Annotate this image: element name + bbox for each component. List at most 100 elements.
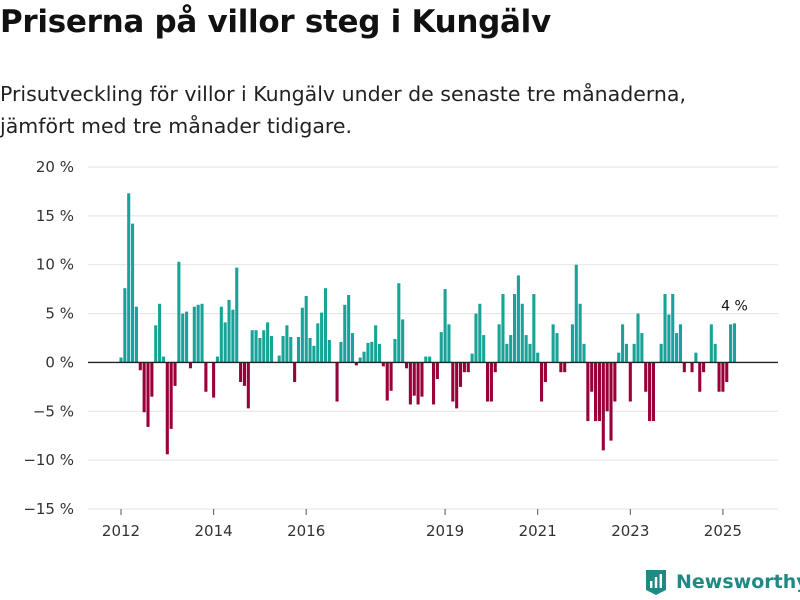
bar (570, 324, 574, 363)
bar (624, 343, 628, 363)
bar (242, 362, 247, 386)
bar (262, 330, 266, 363)
bar (435, 362, 439, 380)
bar (659, 343, 663, 363)
bar (408, 362, 412, 405)
bar (505, 343, 509, 363)
bar (269, 336, 274, 363)
bar (165, 362, 169, 455)
bar (343, 304, 347, 363)
bar (582, 343, 586, 363)
bar (239, 362, 243, 382)
bar (532, 294, 536, 363)
y-tick-label: −15 % (23, 500, 74, 518)
bar (509, 335, 513, 363)
bar (628, 362, 632, 402)
bar (277, 355, 281, 363)
bar (443, 289, 447, 363)
bar (169, 362, 173, 429)
bar (682, 362, 686, 373)
bar (215, 356, 219, 363)
bar (458, 362, 463, 387)
bar (347, 295, 351, 363)
bar (350, 333, 355, 363)
bar (173, 362, 177, 386)
chart-subtitle: Prisutveckling för villor i Kungälv unde… (0, 82, 686, 138)
bar (721, 362, 725, 392)
x-tick-label: 2019 (426, 522, 464, 540)
bar (501, 294, 505, 363)
bar (482, 335, 486, 363)
bar (258, 338, 262, 363)
bar (374, 325, 378, 363)
bar (354, 362, 358, 366)
bar (574, 264, 578, 363)
bar (451, 362, 455, 402)
bar (123, 288, 127, 363)
x-tick-label: 2012 (102, 522, 140, 540)
chart-title: Priserna på villor steg i Kungälv (0, 4, 551, 40)
bar (335, 362, 339, 402)
bar (729, 324, 733, 363)
bar (597, 362, 601, 422)
bar (192, 306, 196, 363)
bar (393, 338, 397, 363)
x-tick-label: 2016 (287, 522, 325, 540)
bar (663, 294, 667, 363)
bar (250, 330, 254, 363)
bar (289, 337, 293, 363)
bar (520, 303, 524, 363)
bar (158, 303, 162, 363)
bar (555, 333, 559, 363)
bar (196, 304, 200, 363)
bar (690, 362, 694, 373)
bar (578, 303, 582, 363)
bar (702, 362, 706, 373)
bar (698, 362, 702, 392)
bar (366, 342, 370, 363)
bar (246, 362, 250, 409)
bar (621, 324, 625, 363)
bar (601, 362, 605, 451)
bar (586, 362, 590, 422)
y-tick-label: −5 % (33, 402, 74, 420)
bar (119, 357, 123, 363)
bar (497, 324, 501, 363)
bar (185, 311, 189, 363)
bar (590, 362, 594, 392)
x-tick-label: 2023 (611, 522, 649, 540)
bar (235, 267, 239, 363)
bar (377, 343, 382, 363)
bar (675, 333, 679, 363)
bar (428, 356, 432, 363)
y-tick-label: 15 % (36, 207, 74, 225)
bar (320, 312, 324, 363)
bar (127, 193, 131, 363)
bar (466, 362, 470, 373)
bar (362, 351, 366, 363)
bar (470, 353, 474, 363)
bar (651, 362, 655, 422)
bar (678, 324, 682, 363)
bar (493, 362, 497, 373)
bar (455, 362, 459, 409)
bar (632, 343, 636, 363)
bar (424, 356, 428, 363)
bar (304, 295, 308, 363)
x-tick-label: 2021 (519, 522, 557, 540)
bar (300, 307, 304, 363)
bar (316, 323, 320, 363)
bar (188, 362, 192, 369)
bar (524, 335, 528, 363)
bar (142, 362, 146, 413)
bar (385, 362, 389, 401)
bar (636, 313, 640, 363)
bar (154, 325, 158, 363)
bar (200, 303, 204, 363)
bar (551, 324, 555, 363)
bar (717, 362, 721, 392)
bar (227, 299, 231, 363)
bar (644, 362, 648, 392)
x-tick-label: 2025 (704, 522, 742, 540)
